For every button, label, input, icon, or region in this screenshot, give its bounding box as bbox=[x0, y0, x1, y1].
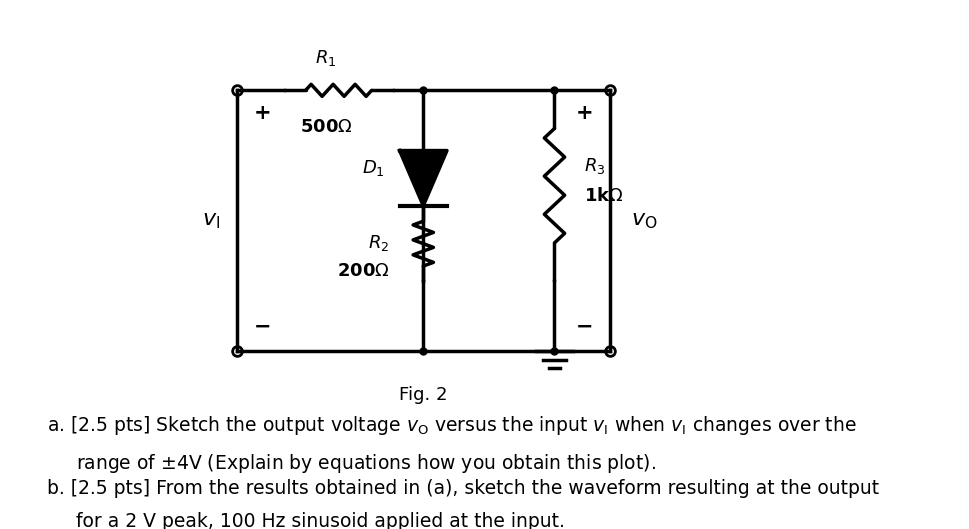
Text: $v_\mathrm{O}$: $v_\mathrm{O}$ bbox=[631, 211, 657, 231]
Text: 200$\Omega$: 200$\Omega$ bbox=[337, 262, 390, 280]
Text: b. [2.5 pts] From the results obtained in (a), sketch the waveform resulting at : b. [2.5 pts] From the results obtained i… bbox=[47, 479, 879, 498]
Text: 1k$\Omega$: 1k$\Omega$ bbox=[584, 187, 624, 205]
Text: −: − bbox=[576, 316, 593, 336]
Text: $v_\mathrm{I}$: $v_\mathrm{I}$ bbox=[202, 211, 220, 231]
Text: for a 2 V peak, 100 Hz sinusoid applied at the input.: for a 2 V peak, 100 Hz sinusoid applied … bbox=[77, 512, 565, 529]
Text: Fig. 2: Fig. 2 bbox=[399, 386, 448, 405]
Text: $R_2$: $R_2$ bbox=[368, 233, 390, 253]
Text: +: + bbox=[254, 103, 271, 123]
Text: 500$\Omega$: 500$\Omega$ bbox=[299, 118, 352, 136]
Text: −: − bbox=[254, 316, 271, 336]
Text: range of $\pm$4V (Explain by equations how you obtain this plot).: range of $\pm$4V (Explain by equations h… bbox=[77, 452, 656, 475]
Text: $R_1$: $R_1$ bbox=[315, 48, 336, 68]
Text: $D_1$: $D_1$ bbox=[362, 158, 386, 178]
Text: a. [2.5 pts] Sketch the output voltage $v_\mathrm{O}$ versus the input $v_\mathr: a. [2.5 pts] Sketch the output voltage $… bbox=[47, 414, 856, 437]
Polygon shape bbox=[399, 151, 447, 206]
Text: +: + bbox=[576, 103, 593, 123]
Text: $R_3$: $R_3$ bbox=[584, 156, 606, 176]
